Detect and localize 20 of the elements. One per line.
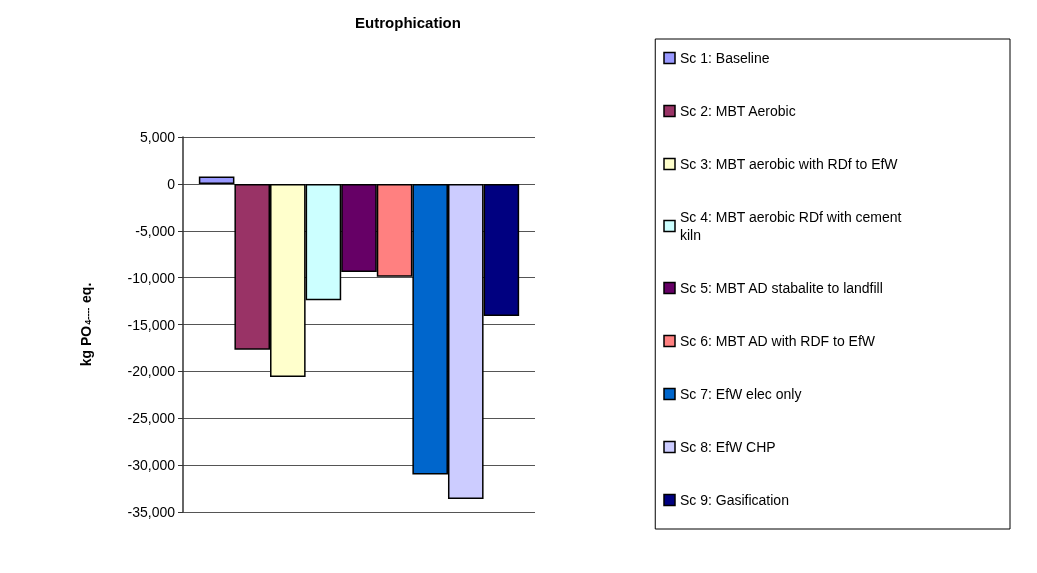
y-tick-label: 0	[167, 175, 176, 192]
legend-label: Sc 3: MBT aerobic with RDf to EfW	[680, 156, 899, 172]
y-tick-label: -10,000	[127, 269, 176, 286]
y-tick-label: -5,000	[135, 222, 176, 239]
y-tick-label: -30,000	[127, 457, 176, 474]
legend-label: Sc 4: MBT aerobic RDf with cement kiln	[680, 209, 906, 243]
y-axis-title: kg PO4---- eq.	[78, 282, 94, 367]
y-tick-label: 5,000	[139, 129, 176, 145]
legend-label: Sc 6: MBT AD with RDF to EfW	[680, 333, 876, 349]
y-tick-label: -25,000	[127, 410, 176, 427]
legend-label: Sc 5: MBT AD stabalite to landfill	[680, 280, 883, 296]
y-tick-label: -15,000	[127, 316, 176, 333]
chart-title: Eutrophication	[355, 14, 461, 31]
legend-label: Sc 2: MBT Aerobic	[680, 103, 796, 119]
y-tick-label: -35,000	[127, 504, 176, 520]
legend-label: Sc 1: Baseline	[680, 50, 770, 66]
legend-label: Sc 7: EfW elec only	[680, 386, 802, 402]
legend-label: Sc 9: Gasification	[680, 492, 789, 508]
legend-label: Sc 8: EfW CHP	[680, 439, 776, 455]
y-tick-label: -20,000	[127, 363, 176, 380]
